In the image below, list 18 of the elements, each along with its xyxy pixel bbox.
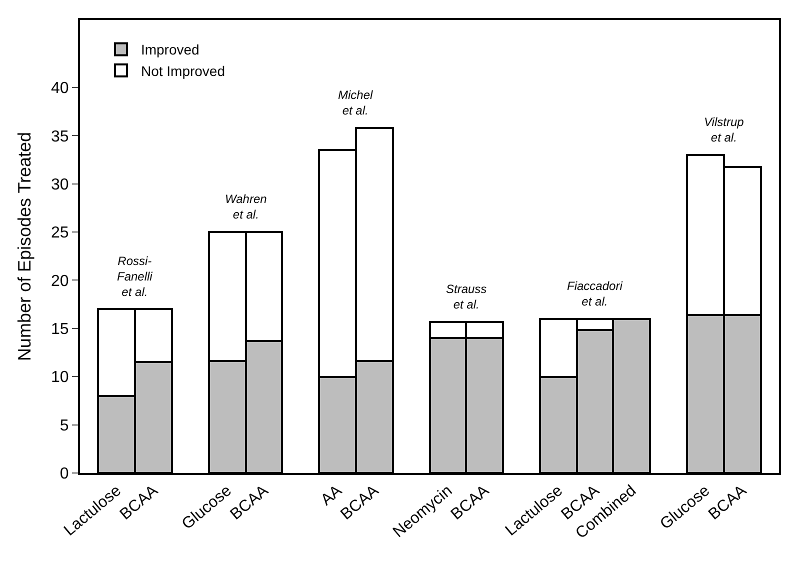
y-tick-label: 0	[60, 466, 69, 483]
y-tick-label: 5	[60, 417, 69, 434]
annotation: Vilstrup et al.	[704, 115, 744, 145]
y-axis-title: Number of Episodes Treated	[14, 132, 35, 362]
y-tick-label: 20	[51, 272, 69, 290]
y-tick-label: 10	[51, 369, 69, 386]
legend-label: Improved	[140, 42, 200, 58]
annotation: Wahren et al.	[225, 192, 268, 222]
annotation: Fiaccadori et al.	[567, 279, 623, 309]
y-tick-label: 15	[51, 321, 69, 338]
legend-label: Not Improved	[140, 62, 226, 79]
annotation: Michel et al.	[338, 88, 374, 118]
annotation: Rossi- Fanelli et al.	[117, 254, 153, 300]
y-tick-label: 30	[51, 176, 69, 194]
y-tick-label: 40	[51, 80, 69, 98]
y-tick-label: 25	[51, 224, 69, 242]
y-tick-label: 35	[51, 128, 69, 146]
annotation: Strauss et al.	[446, 282, 487, 312]
